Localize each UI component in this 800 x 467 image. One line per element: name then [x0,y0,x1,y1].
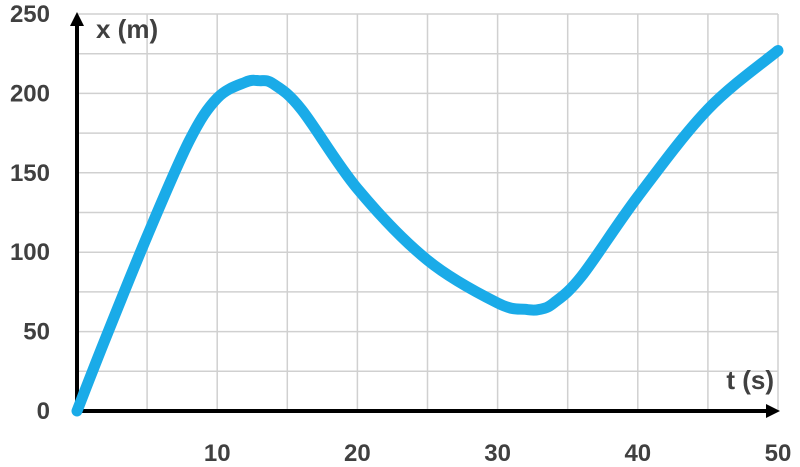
tick-labels: 0 50 100 150 200 250 10 20 30 40 50 [10,1,791,467]
y-tick-label: 250 [10,1,50,28]
series-line-0 [71,45,784,417]
x-tick-label: 50 [765,440,792,467]
y-tick-label: 200 [10,80,50,107]
x-axis-arrowhead [766,404,780,418]
y-tick-label: 50 [23,319,50,346]
x-axis-title: t (s) [726,365,774,395]
y-tick-label: 150 [10,160,50,187]
grid [77,13,779,411]
x-tick-label: 10 [204,440,231,467]
x-tick-label: 30 [484,440,511,467]
axes [70,12,780,418]
y-axis-arrowhead [70,12,84,26]
y-tick-label: 0 [37,398,50,425]
x-tick-label: 20 [344,440,371,467]
x-tick-label: 40 [624,440,651,467]
y-tick-label: 100 [10,239,50,266]
series-group [71,45,784,417]
y-axis-title: x (m) [96,14,158,44]
